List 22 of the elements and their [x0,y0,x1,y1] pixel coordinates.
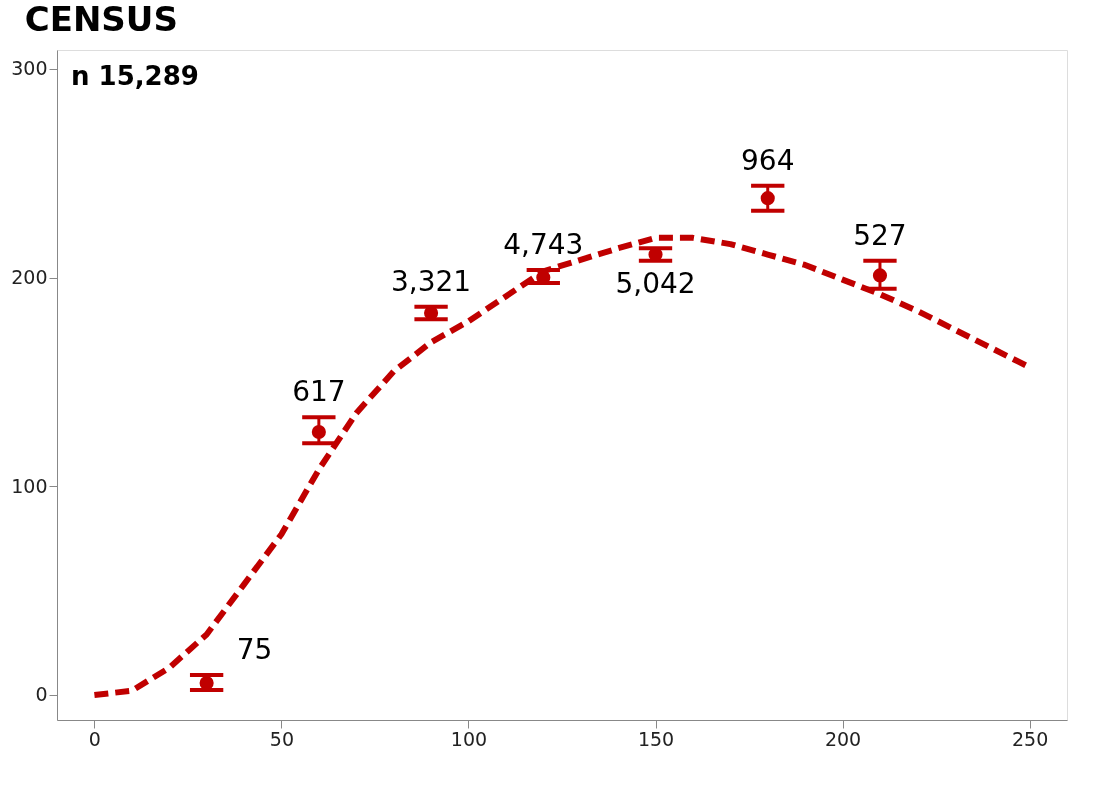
x-tick-label: 150 [637,727,675,750]
x-tick-label: 200 [824,727,862,750]
x-tick-label: 250 [1011,727,1049,750]
point [872,268,888,283]
y-tick-label: 0 [35,683,48,706]
annotation: 5,042 [615,266,696,300]
chart-title: CENSUS [24,0,178,39]
annotation: n 15,289 [71,61,199,91]
annotation: 617 [292,375,346,409]
y-tick-label: 200 [11,266,48,289]
annotation: 4,743 [503,227,584,261]
point [311,424,326,440]
x-tick-label: 50 [269,727,295,750]
annotation: 964 [741,143,795,177]
x-tick-label: 100 [450,727,488,750]
y-tick-label: 100 [11,474,48,497]
annotation: 3,321 [390,264,472,298]
point [760,191,775,206]
x-tick-label: 0 [88,727,101,750]
y-tick-label: 300 [11,57,48,80]
annotation: 527 [853,218,907,252]
annotation: 75 [236,633,273,667]
